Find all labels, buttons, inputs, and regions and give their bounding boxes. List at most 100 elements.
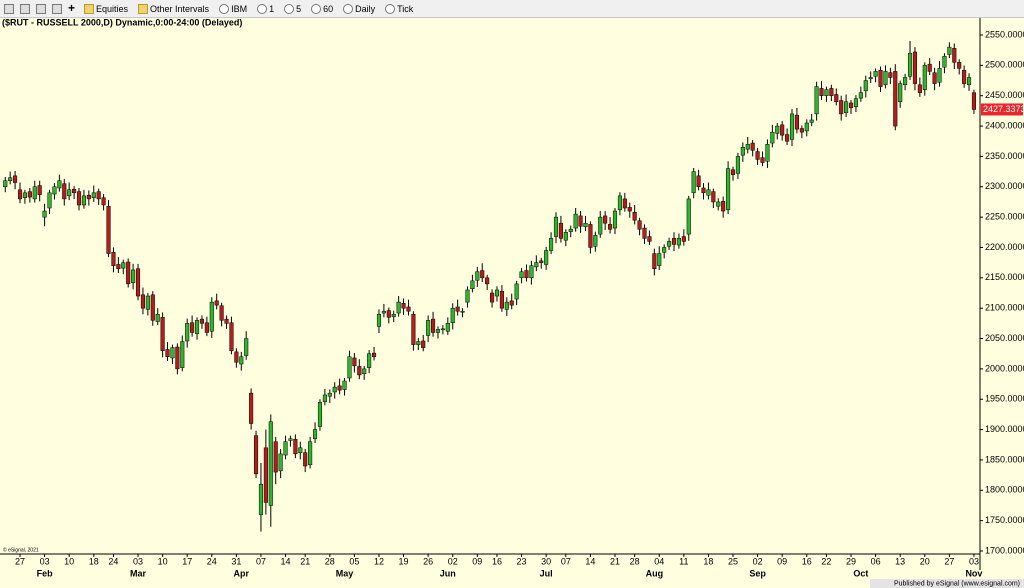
toolbar-icon[interactable] [36, 3, 46, 14]
toolbar-item[interactable]: Equities [96, 3, 129, 14]
toolbar-item[interactable]: Tick [397, 3, 414, 14]
x-tick-label: 29 [846, 556, 856, 566]
candle-body [376, 313, 382, 327]
candle-body [450, 307, 455, 323]
candle-body [165, 349, 170, 357]
x-tick-label: 07 [561, 556, 571, 566]
candle-body [794, 114, 799, 130]
x-tick-label: 24 [207, 556, 217, 566]
x-tick-label: 16 [492, 556, 502, 566]
candle-body [494, 289, 500, 297]
x-tick-label: 02 [448, 556, 458, 566]
month-label: May [336, 568, 354, 578]
candle-body [367, 353, 372, 368]
toolbar-icon[interactable]: + [68, 0, 76, 15]
x-tick-label: 22 [821, 556, 831, 566]
candle-body [853, 98, 858, 107]
candle-body [681, 236, 686, 242]
candle-body [406, 306, 411, 312]
y-tick-label: 2200.000000 [985, 242, 1024, 252]
candle-body [224, 318, 229, 324]
candle-body [627, 207, 632, 212]
candle-body [234, 351, 239, 363]
candle-body [209, 301, 214, 332]
candle-body [116, 264, 121, 269]
candle-body [612, 210, 618, 229]
candle-body [190, 322, 195, 333]
candle-body [17, 189, 23, 200]
month-label: Jul [540, 568, 553, 578]
month-label: Nov [965, 568, 982, 578]
candle-body [789, 113, 795, 140]
toolbar-item[interactable]: 60 [323, 3, 334, 14]
y-tick-label: 2050.000000 [985, 333, 1024, 343]
candle-body [721, 201, 726, 212]
candle-body [268, 421, 273, 506]
candle-body [544, 250, 549, 265]
clock-icon [385, 3, 396, 14]
y-tick-label: 1800.000000 [985, 485, 1024, 495]
x-tick-label: 20 [920, 556, 930, 566]
candle-body [927, 63, 932, 72]
candle-body [386, 310, 391, 318]
toolbar-icon[interactable] [4, 3, 14, 14]
x-tick-label: 04 [654, 556, 664, 566]
candle-body [622, 198, 627, 209]
candle-body [135, 268, 141, 297]
x-tick-label: 18 [703, 556, 713, 566]
candle-body [253, 435, 259, 475]
toolbar-item[interactable]: IBM [231, 3, 248, 14]
candle-body [583, 222, 588, 228]
candle-body [416, 341, 421, 345]
candle-body [932, 72, 937, 84]
chart-title: ($RUT - RUSSELL 2000,D) Dynamic,0:00-24:… [2, 18, 242, 27]
toolbar-item[interactable]: 1 [269, 3, 275, 14]
candle-body [445, 323, 450, 332]
candle-body [499, 290, 504, 309]
y-tick-label: 2350.000000 [985, 151, 1024, 161]
candle-body [13, 175, 18, 183]
clock-icon [219, 3, 230, 14]
x-tick-label: 10 [158, 556, 168, 566]
candle-body [706, 189, 711, 196]
candle-body [244, 338, 249, 356]
candle-body [263, 447, 268, 503]
candle-body [62, 183, 67, 200]
toolbar-item[interactable]: Other Intervals [150, 3, 210, 14]
candle-body [194, 320, 200, 334]
x-tick-label: 24 [108, 556, 118, 566]
candle-body [922, 65, 927, 90]
candle-body [490, 292, 495, 303]
x-tick-label: 31 [231, 556, 241, 566]
candle-body [8, 177, 13, 181]
toolbar-icon[interactable] [20, 3, 30, 14]
candle-body [716, 201, 721, 207]
candle-body [357, 366, 362, 376]
candle-body [745, 144, 750, 150]
candle-body [150, 294, 155, 321]
candle-body [396, 301, 401, 314]
toolbar-item[interactable]: Daily [355, 3, 376, 14]
candle-body [878, 69, 883, 87]
candle-body [578, 215, 583, 227]
last-price-box [981, 103, 1023, 116]
candle-body [799, 128, 804, 133]
x-tick-label: 14 [585, 556, 595, 566]
toolbar-item[interactable]: 5 [296, 3, 302, 14]
candle-body [750, 142, 755, 151]
candle-body [971, 92, 977, 110]
candle-body [617, 195, 622, 211]
y-tick-label: 2150.000000 [985, 272, 1024, 282]
candle-body [381, 310, 386, 314]
candle-body [652, 253, 657, 269]
x-tick-label: 19 [399, 556, 409, 566]
x-tick-label: 17 [182, 556, 192, 566]
toolbar-icon[interactable] [52, 3, 62, 14]
month-label: Jun [440, 568, 456, 578]
candle-body [362, 368, 367, 374]
candle-body [140, 294, 145, 309]
x-tick-label: 03 [969, 556, 979, 566]
y-tick-label: 1850.000000 [985, 454, 1024, 464]
candle-body [160, 317, 165, 351]
x-tick-label: 26 [423, 556, 433, 566]
